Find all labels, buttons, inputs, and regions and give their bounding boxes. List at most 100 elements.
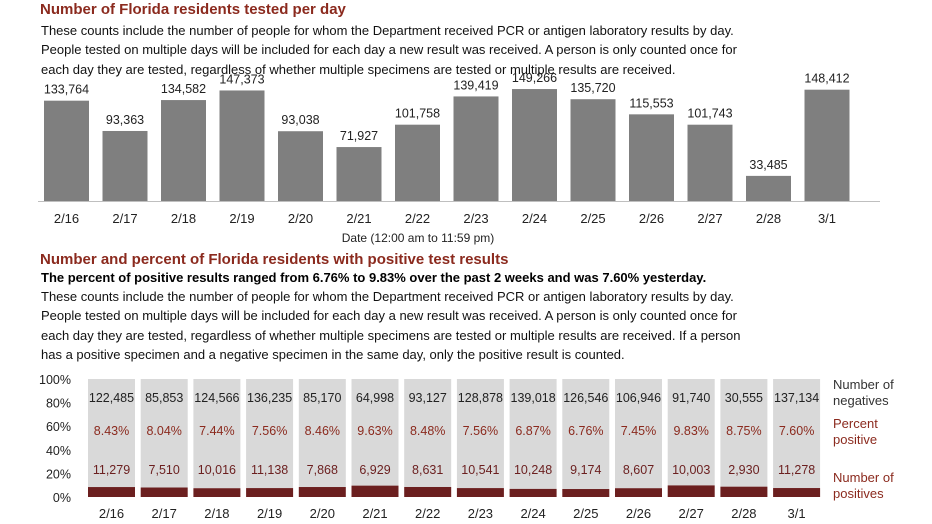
x-tick-label: 2/28 — [756, 211, 781, 226]
positives-value-label: 10,003 — [672, 463, 710, 477]
bar — [804, 89, 850, 201]
description-line: These counts include the number of peopl… — [41, 23, 734, 38]
x-tick-label: 2/17 — [112, 211, 137, 226]
description-line: each day they are tested, regardless of … — [41, 61, 676, 77]
percent-positive-label: 7.60% — [779, 424, 814, 438]
bar — [512, 89, 557, 201]
positives-bar — [404, 486, 452, 497]
x-tick-label: 2/26 — [639, 211, 664, 226]
negatives-value-label: 85,853 — [145, 391, 183, 405]
positives-value-label: 10,016 — [198, 463, 236, 477]
positives-bar — [298, 487, 346, 497]
positives-value-label: 11,278 — [778, 463, 815, 477]
bar — [395, 124, 440, 201]
positives-bar — [562, 489, 610, 497]
legend-label: Number of negatives — [833, 377, 894, 408]
positives-bar — [88, 487, 135, 497]
negatives-bar — [246, 379, 294, 489]
positives-bar — [351, 485, 399, 497]
percent-positive-label: 8.04% — [146, 424, 181, 438]
negatives-value-label: 137,134 — [774, 391, 819, 405]
x-axis-title: Date (12:00 am to 11:59 pm) — [342, 231, 495, 245]
chart1-description: These counts include the number of peopl… — [41, 21, 921, 79]
negatives-bar — [615, 379, 662, 489]
y-tick-label: 100% — [39, 373, 71, 387]
x-tick-label: 2/28 — [731, 506, 756, 521]
negatives-value-label: 106,946 — [616, 391, 661, 405]
bar — [687, 124, 733, 201]
positives-value-label: 10,248 — [514, 463, 552, 477]
positives-bar — [246, 488, 294, 497]
x-tick-label: 2/25 — [573, 506, 598, 521]
x-tick-label: 2/20 — [288, 211, 313, 226]
positives-bar — [509, 488, 557, 497]
bar — [746, 175, 791, 201]
percent-positive-label: 7.44% — [199, 424, 234, 438]
negatives-bar — [88, 379, 135, 488]
bar — [570, 99, 616, 201]
bar — [278, 131, 323, 201]
negatives-value-label: 124,566 — [194, 391, 239, 405]
y-tick-label: 80% — [46, 397, 71, 411]
negatives-bar — [456, 379, 504, 489]
x-tick-label: 2/17 — [152, 506, 177, 521]
negatives-value-label: 64,998 — [356, 391, 394, 405]
percent-positive-label: 6.76% — [568, 424, 603, 438]
chart2-highlight: The percent of positive results ranged f… — [41, 270, 707, 285]
bar-value-label: 147,373 — [219, 72, 264, 86]
bar-value-label: 101,758 — [395, 107, 440, 121]
x-tick-label: 2/26 — [626, 506, 651, 521]
tests-per-day-chart: 133,764 2/16 93,363 2/17 134,582 2/18 147,373 2… — [38, 71, 880, 245]
negatives-value-label: 126,546 — [563, 391, 608, 405]
x-tick-label: 2/18 — [171, 211, 196, 226]
negatives-bar — [193, 379, 241, 489]
x-tick-label: 2/27 — [679, 506, 704, 521]
positives-value-label: 11,279 — [93, 463, 130, 477]
negatives-bar — [773, 379, 821, 489]
bar — [219, 90, 265, 201]
bar-value-label: 33,485 — [749, 158, 787, 172]
x-tick-label: 2/22 — [405, 211, 430, 226]
positives-bar — [773, 488, 821, 497]
x-tick-label: 2/20 — [310, 506, 335, 521]
positives-bar — [456, 488, 504, 497]
description-line: People tested on multiple days will be i… — [41, 42, 737, 58]
negatives-bar — [509, 379, 557, 489]
chart1-title: Number of Florida residents tested per d… — [40, 1, 346, 18]
bar-value-label: 101,743 — [687, 107, 732, 121]
x-tick-label: 3/1 — [788, 506, 806, 521]
negatives-value-label: 93,127 — [409, 391, 447, 405]
bar-value-label: 135,720 — [570, 81, 615, 95]
positives-value-label: 8,607 — [623, 463, 654, 477]
percent-positive-label: 7.56% — [463, 424, 498, 438]
bar — [102, 130, 148, 201]
bar — [161, 100, 206, 201]
negatives-bar — [667, 379, 715, 486]
positives-value-label: 8,631 — [412, 463, 443, 477]
x-tick-label: 2/18 — [204, 506, 229, 521]
positives-bar — [667, 485, 715, 497]
x-tick-label: 2/24 — [522, 211, 547, 226]
negatives-value-label: 30,555 — [725, 391, 763, 405]
percent-positive-label: 6.87% — [515, 424, 550, 438]
legend-label: Percent positive — [833, 416, 878, 447]
x-tick-label: 2/23 — [463, 211, 488, 226]
percent-positive-label: 7.45% — [621, 424, 656, 438]
bar — [44, 100, 89, 201]
negatives-bar — [720, 379, 768, 487]
x-tick-label: 2/23 — [468, 506, 493, 521]
negatives-value-label: 136,235 — [247, 391, 292, 405]
positives-bar — [193, 488, 241, 497]
x-tick-label: 2/27 — [697, 211, 722, 226]
percent-positive-label: 9.63% — [357, 424, 392, 438]
negatives-bar — [351, 379, 399, 486]
y-tick-label: 40% — [46, 444, 71, 458]
bar-value-label: 133,764 — [44, 83, 89, 97]
negatives-bar — [562, 379, 610, 490]
description-line: each day they are tested, regardless of … — [41, 327, 741, 343]
bar — [336, 147, 382, 201]
positives-value-label: 9,174 — [570, 463, 601, 477]
percent-positive-label: 8.46% — [305, 424, 340, 438]
x-tick-label: 2/21 — [362, 506, 387, 521]
